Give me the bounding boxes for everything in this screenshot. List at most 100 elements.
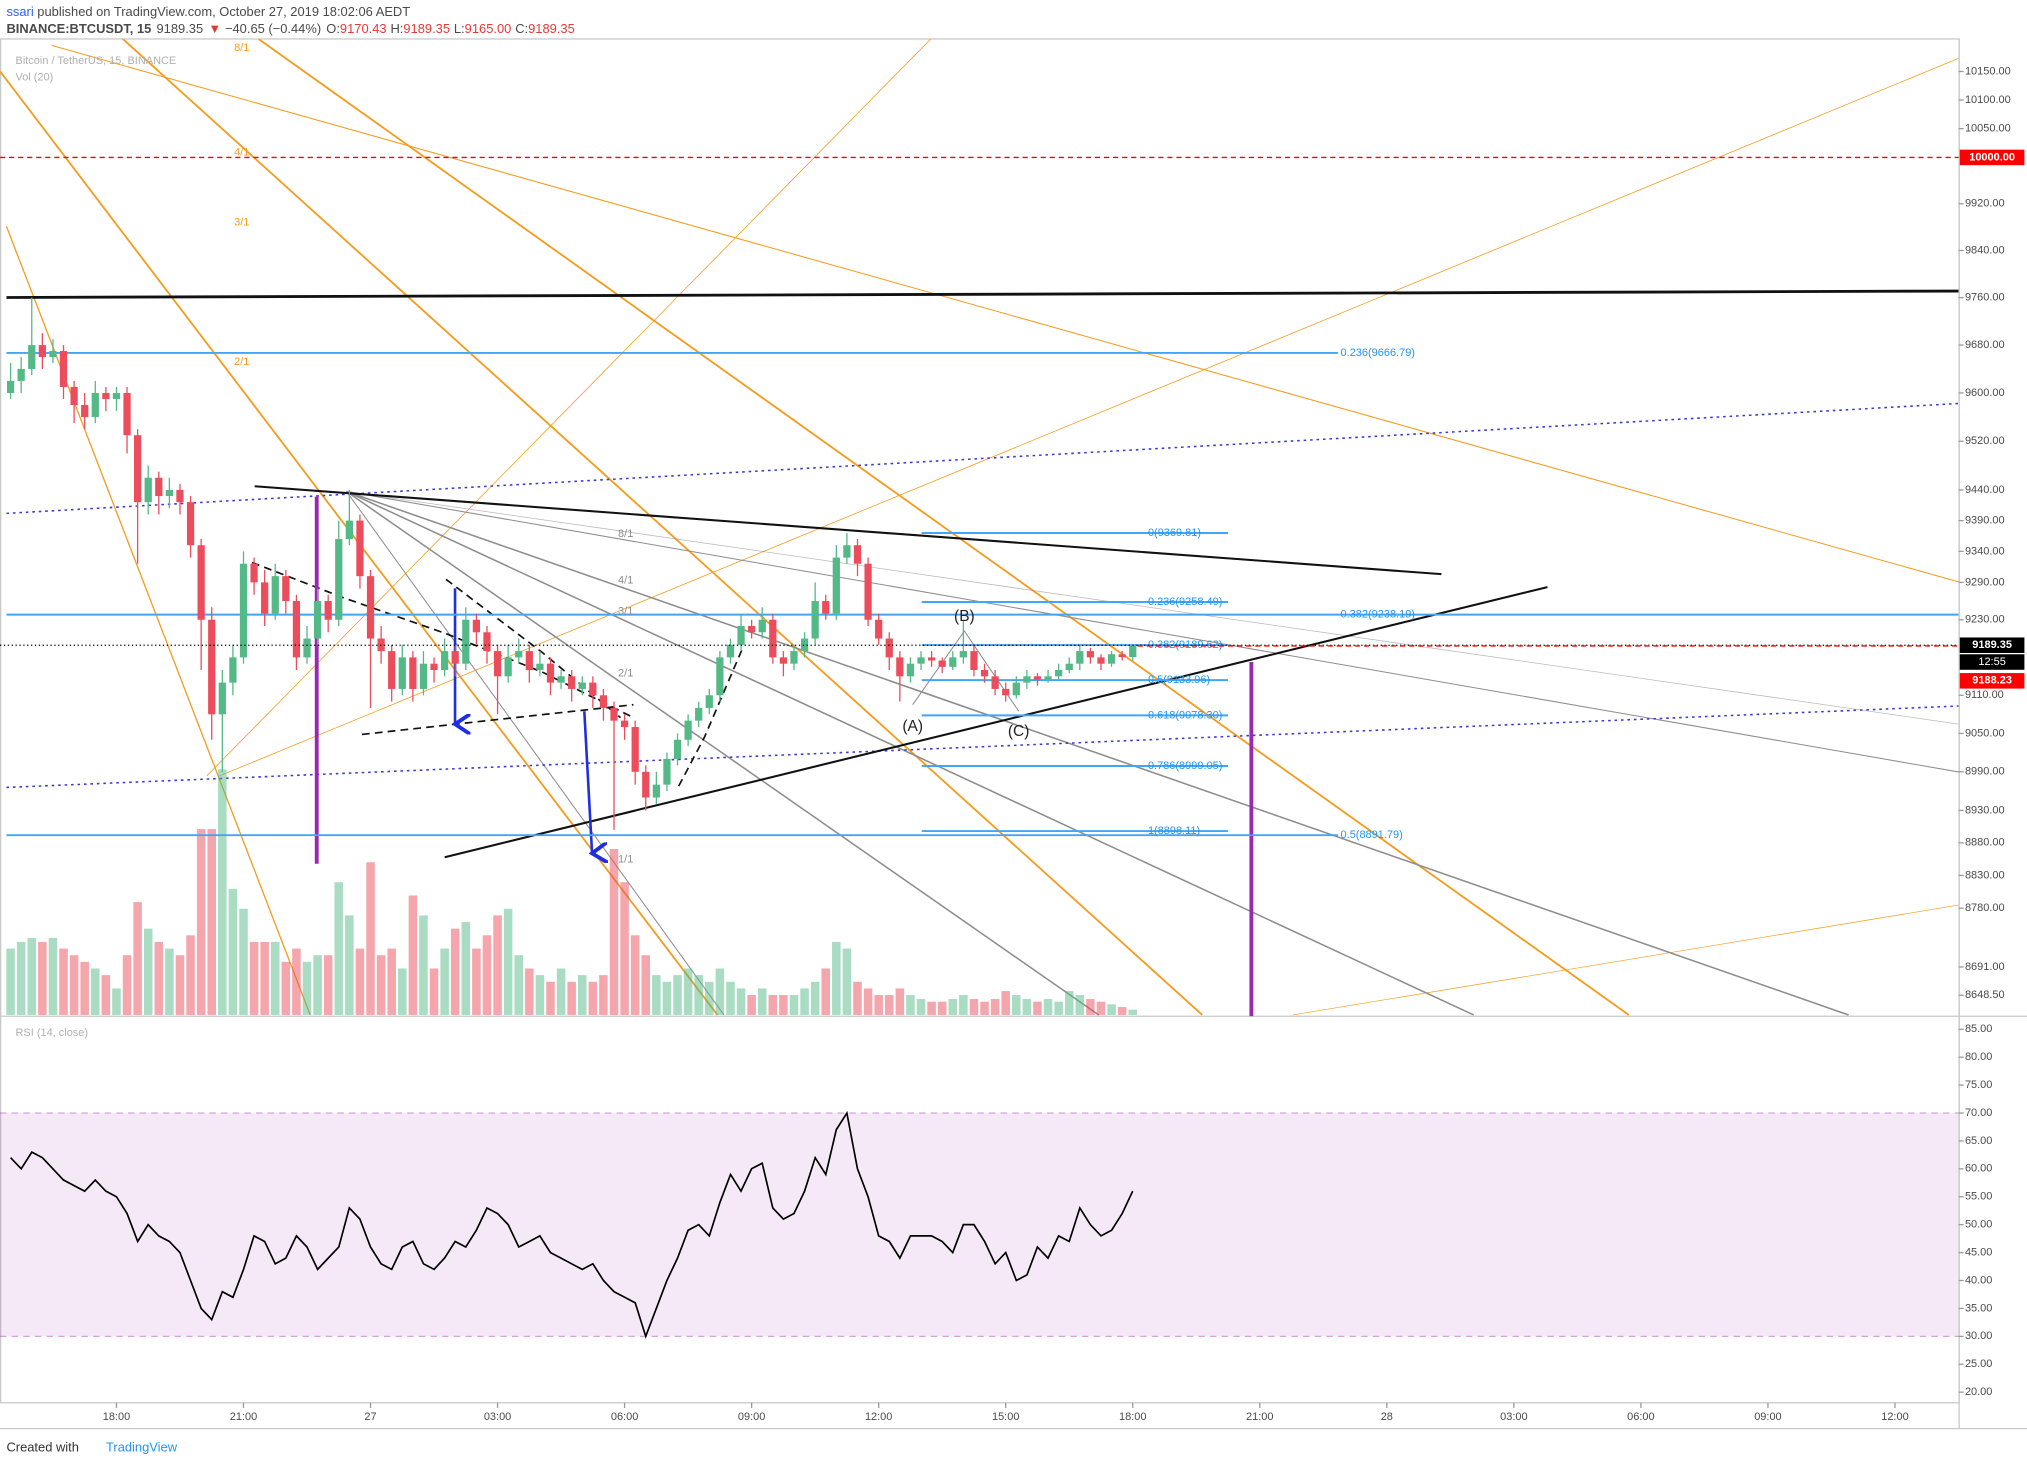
volume-bar: [980, 1001, 989, 1015]
candle-body: [303, 638, 311, 658]
wave-label: (A): [902, 718, 923, 735]
volume-bar: [1096, 1001, 1106, 1015]
candle-body: [917, 657, 925, 664]
volume-bar: [249, 941, 259, 1015]
candle-body: [970, 651, 978, 670]
volume-bar: [80, 961, 89, 1015]
volume-bar: [503, 908, 513, 1015]
gann-label: 8/1: [618, 528, 633, 540]
volume-bar: [705, 981, 714, 1015]
footer-created: Created with: [6, 1439, 78, 1454]
volume-bar: [662, 981, 672, 1015]
y-tick-label: 10050.00: [1965, 123, 2011, 135]
volume-bar: [652, 975, 661, 1015]
volume-bar: [228, 888, 238, 1015]
candle-body: [578, 682, 586, 689]
candle-body: [462, 619, 470, 664]
candle-body: [1012, 682, 1020, 696]
channel-line: [6, 402, 1959, 515]
candle-body: [324, 601, 332, 620]
author[interactable]: ssari: [6, 5, 33, 20]
rsi-tick-label: 85.00: [1965, 1023, 1992, 1035]
y-tick-label: 10150.00: [1965, 65, 2011, 77]
gann-line: [206, 38, 932, 777]
volume-bar: [461, 922, 471, 1015]
candle-body: [885, 638, 893, 658]
candle-body: [853, 545, 862, 564]
gann-line: [1292, 904, 1959, 1016]
candle-body: [208, 619, 216, 715]
candle-body: [642, 771, 650, 798]
fan-line: [346, 490, 1849, 1016]
volume-bar: [472, 948, 481, 1015]
y-tick-label: 9920.00: [1965, 198, 2005, 210]
volume-bar: [853, 981, 862, 1015]
candle-body: [557, 676, 565, 683]
rsi-tick-label: 20.00: [1965, 1386, 1992, 1398]
volume-bar: [345, 915, 354, 1015]
trend-line: [254, 485, 1442, 576]
volume-bar: [821, 968, 831, 1015]
y-tick-label: 9230.00: [1965, 614, 2005, 626]
gann-label: 4/1: [234, 147, 249, 159]
candle-body: [1044, 676, 1052, 680]
volume-bar: [514, 955, 523, 1015]
candle-body: [991, 676, 999, 689]
candle-body: [81, 405, 89, 418]
rsi-tick-label: 40.00: [1965, 1274, 1992, 1286]
y-tick-label: 9760.00: [1965, 291, 2005, 303]
volume-bar: [1012, 995, 1021, 1015]
volume-bar: [884, 995, 894, 1015]
candle-body: [927, 657, 936, 661]
candle-body: [186, 502, 195, 546]
volume-bar: [874, 995, 883, 1015]
candle-body: [716, 657, 724, 696]
rsi-tick-label: 50.00: [1965, 1219, 1992, 1231]
volume-bar: [38, 941, 47, 1015]
volume-bar: [1001, 991, 1010, 1015]
volume-bar: [1086, 999, 1095, 1015]
fib-label: 0.382(9238.19): [1341, 609, 1415, 621]
volume-bar: [789, 995, 799, 1015]
last-price: 9189.35: [156, 21, 203, 36]
volume-bar: [630, 935, 640, 1015]
y-tick-label: 10100.00: [1965, 94, 2011, 106]
wave-line: [912, 630, 1020, 712]
candle-body: [1107, 654, 1116, 664]
candle-body: [102, 392, 110, 399]
candle-body: [504, 657, 512, 677]
volume-bar: [525, 968, 534, 1015]
volume-bar: [270, 941, 280, 1015]
candle-body: [292, 601, 301, 658]
ohlc-value: 9189.35: [528, 21, 575, 36]
y-tick-label: 8691.00: [1965, 961, 2005, 973]
candle-body: [673, 739, 682, 759]
drawings: [0, 38, 1959, 1017]
y-tick-label: 9050.00: [1965, 727, 2005, 739]
gann-label: 3/1: [234, 216, 249, 228]
candle-body: [28, 345, 36, 369]
candle-body: [345, 520, 353, 540]
ohlc-key: H:: [390, 21, 403, 36]
volume-bar: [207, 829, 216, 1015]
fib-label: 0.382(9189.62): [1148, 639, 1222, 651]
y-tick-label: 9600.00: [1965, 387, 2005, 399]
volume-bar: [323, 955, 333, 1015]
fan-line: [346, 490, 1100, 1016]
footer-brand[interactable]: TradingView: [106, 1439, 178, 1454]
rsi-tick-label: 30.00: [1965, 1330, 1992, 1342]
volume-bar: [895, 988, 905, 1015]
ohlc-key: C:: [515, 21, 528, 36]
x-tick-label: 03:00: [484, 1411, 511, 1423]
volume-bar: [609, 849, 619, 1015]
gann-line: [122, 38, 1203, 1016]
x-tick-label: 06:00: [611, 1411, 638, 1423]
volume-bar: [736, 988, 746, 1015]
y-tick-label: 8930.00: [1965, 804, 2005, 816]
y-tick-label: 9110.00: [1965, 689, 2004, 701]
y-tick-label: 9680.00: [1965, 339, 2005, 351]
volume-bar: [450, 928, 460, 1015]
volume-bar: [779, 995, 788, 1015]
